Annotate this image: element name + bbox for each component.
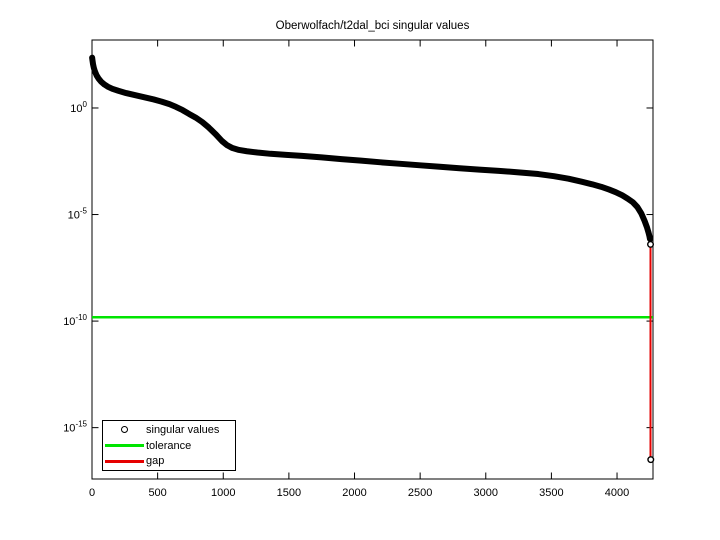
x-tick-label: 0	[89, 487, 95, 499]
gap-line-icon	[105, 459, 144, 463]
x-tick-label: 3000	[474, 487, 498, 499]
legend-label-tolerance: tolerance	[146, 439, 192, 452]
x-tick-label: 1000	[211, 487, 235, 499]
y-tick-label: 10-5	[68, 207, 88, 222]
data-point-marker	[647, 456, 655, 464]
x-tick-label: 3500	[539, 487, 563, 499]
x-tick-label: 2000	[342, 487, 366, 499]
legend: singular values tolerance gap	[102, 420, 236, 471]
x-tick-label: 4000	[605, 487, 629, 499]
legend-item-singular-values: singular values	[103, 422, 235, 438]
legend-item-tolerance: tolerance	[103, 438, 235, 454]
x-tick-label: 500	[148, 487, 166, 499]
chart-title: Oberwolfach/t2dal_bci singular values	[275, 20, 470, 32]
legend-marker-cell	[103, 426, 146, 434]
y-tick-label: 10-15	[63, 420, 87, 435]
circle-marker-icon	[121, 426, 128, 434]
legend-label-singular-values: singular values	[146, 423, 220, 436]
singular-values-curve	[89, 54, 653, 243]
x-tick-label: 2500	[408, 487, 432, 499]
y-tick-label: 10-10	[63, 313, 87, 328]
legend-marker-cell	[103, 459, 146, 463]
tolerance-line-icon	[105, 444, 144, 447]
x-tick-label: 1500	[277, 487, 301, 499]
legend-label-gap: gap	[146, 455, 165, 468]
data-point-marker	[647, 240, 655, 248]
axes-box	[91, 39, 654, 480]
y-tick-label: 100	[70, 100, 87, 115]
legend-marker-cell	[103, 444, 146, 447]
legend-item-gap: gap	[103, 453, 235, 469]
